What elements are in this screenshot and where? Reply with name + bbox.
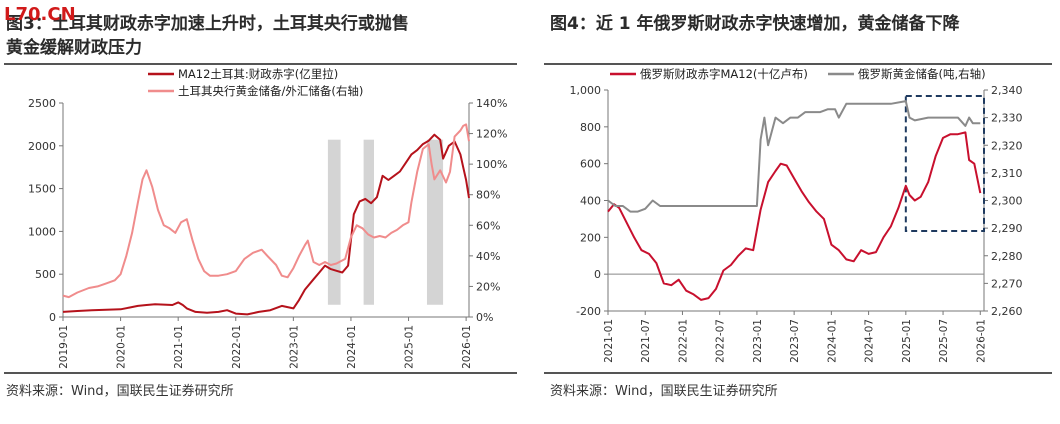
left-panel: 图3：土耳其财政赤字加速上升时，土耳其央行或抛售 黄金缓解财政压力 0 500 10…	[0, 0, 525, 424]
right-panel: 图4：近 1 年俄罗斯财政赤字快速增加，黄金储备下降 -200 0 200 400 60…	[538, 0, 1060, 424]
site-logo: L70.CN	[4, 4, 76, 25]
left-chart-x-tick-label: 2024-01	[346, 325, 358, 369]
left-chart-y-left-tick-label: 500	[35, 268, 56, 281]
right-chart-highlight-box	[904, 95, 985, 232]
right-chart-y-left-tick-label: 800	[580, 121, 601, 134]
right-chart-y-left-tick-label: 1,000	[570, 84, 602, 97]
left-chart-x-tick-label: 2023-01	[288, 325, 300, 369]
left-chart-legend-label-2: 土耳其央行黄金储备/外汇储备(右轴)	[178, 84, 363, 98]
left-chart-y-right-tick-label: 20%	[476, 280, 500, 293]
left-chart-y-right-tick-label: 40%	[476, 250, 500, 263]
left-chart-series-line-1	[62, 133, 470, 316]
right-chart-y-right-tick-label: 2,300	[991, 195, 1023, 208]
right-chart: -200 0 200 400 600 800 1,000 2,260 2,270 2,280 2,2…	[570, 67, 1023, 363]
right-chart-x-tick-label: 2024-07	[864, 319, 876, 363]
left-chart-y-left-tick-label: 2500	[28, 97, 56, 110]
right-chart-y-left-tick-label: 400	[580, 195, 601, 208]
left-top-rule	[4, 63, 517, 65]
left-chart-y-left-tick-label: 0	[49, 311, 56, 324]
left-chart-y-right-tick-label: 100%	[476, 158, 507, 171]
left-chart-x-tick-label: 2025-01	[404, 325, 416, 369]
right-chart-y-right-tick-label: 2,290	[991, 222, 1023, 235]
right-chart-x-tick-label: 2025-07	[938, 319, 950, 363]
right-chart-x-tick-label: 2022-07	[715, 319, 727, 363]
left-chart-y-right-tick-label: 80%	[476, 189, 500, 202]
right-chart-x-tick-label: 2021-07	[640, 319, 652, 363]
left-chart-shaded-period	[426, 139, 444, 305]
left-chart-shaded-period	[363, 139, 374, 305]
right-chart-y-right-tick-label: 2,340	[991, 84, 1023, 97]
left-chart-series-line-2	[62, 123, 470, 299]
left-chart-legend-label-1: MA12土耳其:财政赤字(亿里拉)	[178, 67, 338, 81]
left-title-line2: 黄金缓解财政压力	[6, 38, 142, 58]
left-chart-x-tick-label: 2026-01	[461, 325, 473, 369]
right-chart-x-tick-label: 2024-01	[826, 319, 838, 363]
left-chart-y-left-tick-label: 2000	[28, 140, 56, 153]
right-chart-x-tick-label: 2026-01	[975, 319, 987, 363]
left-chart-y-right-tick-label: 120%	[476, 128, 507, 141]
right-chart-y-left-tick-label: 0	[594, 268, 601, 281]
left-chart-x-tick-label: 2022-01	[231, 325, 243, 369]
right-chart-legend-label-1: 俄罗斯财政赤字MA12(十亿卢布)	[640, 67, 808, 81]
left-bottom-rule	[4, 372, 517, 374]
left-chart: 0 500 1000 1500 2000 2500 0% 20% 40% 60% 80% 100% 12…	[28, 67, 507, 369]
right-chart-x-tick-label: 2025-01	[901, 319, 913, 363]
right-chart-y-right-tick-label: 2,320	[991, 139, 1023, 152]
left-source: 资料来源：Wind，国联民生证券研究所	[6, 384, 234, 399]
left-title-line1: 图3：土耳其财政赤字加速上升时，土耳其央行或抛售	[6, 14, 409, 34]
left-chart-x-tick-label: 2020-01	[116, 325, 128, 369]
right-chart-y-right-tick-label: 2,310	[991, 167, 1023, 180]
right-chart-y-left-tick-label: -200	[576, 305, 601, 318]
left-chart-title: 图3：土耳其财政赤字加速上升时，土耳其央行或抛售 黄金缓解财政压力	[6, 12, 521, 60]
right-chart-title: 图4：近 1 年俄罗斯财政赤字快速增加，黄金储备下降	[550, 14, 960, 34]
right-chart-y-left-tick-label: 200	[580, 231, 601, 244]
left-chart-x-tick-label: 2019-01	[58, 325, 70, 369]
left-chart-x-tick-label: 2021-01	[173, 325, 185, 369]
left-chart-y-right-tick-label: 140%	[476, 97, 507, 110]
right-chart-x-tick-label: 2021-01	[603, 319, 615, 363]
right-chart-x-tick-label: 2023-01	[752, 319, 764, 363]
right-chart-y-right-tick-label: 2,260	[991, 305, 1023, 318]
right-top-rule	[544, 63, 1052, 65]
right-chart-series-line-2	[607, 100, 981, 213]
right-chart-x-tick-label: 2022-01	[677, 319, 689, 363]
left-chart-y-left-tick-label: 1000	[28, 225, 56, 238]
right-chart-y-right-tick-label: 2,280	[991, 250, 1023, 263]
right-chart-series-line-1	[607, 131, 982, 301]
right-chart-y-left-tick-label: 600	[580, 158, 601, 171]
left-chart-shaded-period	[327, 139, 341, 305]
left-chart-y-right-tick-label: 0%	[476, 311, 493, 324]
right-bottom-rule	[544, 372, 1052, 374]
right-chart-y-right-tick-label: 2,270	[991, 277, 1023, 290]
right-chart-legend-label-2: 俄罗斯黄金储备(吨,右轴)	[858, 67, 986, 81]
left-chart-y-left-tick-label: 1500	[28, 183, 56, 196]
right-chart-x-tick-label: 2023-07	[789, 319, 801, 363]
right-source: 资料来源：Wind，国联民生证券研究所	[550, 384, 778, 399]
right-chart-y-right-tick-label: 2,330	[991, 112, 1023, 125]
left-chart-y-right-tick-label: 60%	[476, 219, 500, 232]
